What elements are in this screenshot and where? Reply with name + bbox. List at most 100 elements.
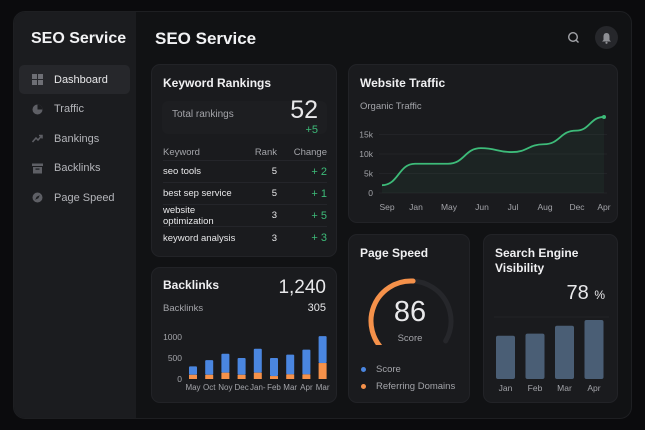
- x-tick-label: Jan: [409, 202, 423, 212]
- rank-cell: 5: [271, 188, 277, 199]
- keyword-rankings-card: Keyword Rankings Total rankings 52 +5 Ke…: [151, 64, 337, 257]
- y-tick-label: 1000: [163, 332, 182, 342]
- x-tick-label: Oct: [203, 383, 216, 392]
- area-fill: [382, 116, 604, 193]
- keyword-cell: seo tools: [163, 166, 202, 177]
- website-traffic-card: Website Traffic Organic Traffic 0 5k 10k 15…: [348, 64, 618, 223]
- y-tick-label: 5k: [364, 169, 374, 179]
- sidebar-nav: Dashboard Traffic Bankings Backlinks Pag…: [19, 65, 130, 213]
- visibility-value: 78 %: [567, 282, 605, 305]
- bar-segment-orange: [302, 374, 311, 379]
- rank-cell: 5: [271, 166, 277, 177]
- bar-segment-blue: [318, 336, 327, 364]
- visibility-bar: [525, 333, 545, 379]
- traffic-chart: 0 5k 10k 15k Sep Jan May Jun Jul Aug Dec Apr: [359, 114, 611, 212]
- sidebar-item-page-speed[interactable]: Page Speed: [19, 183, 130, 212]
- card-title: Backlinks: [163, 278, 220, 292]
- page-speed-card: Page Speed 86 Score Score Referring Doma…: [348, 234, 470, 403]
- sidebar-item-label: Bankings: [54, 132, 100, 145]
- legend-dot: [361, 384, 366, 389]
- sidebar-item-label: Traffic: [54, 103, 84, 116]
- y-tick-label: 0: [177, 374, 182, 384]
- legend-label: Referring Domains: [376, 381, 456, 392]
- card-title: Page Speed: [360, 246, 429, 260]
- y-tick-label: 500: [168, 353, 182, 363]
- x-tick-label: Jan: [499, 383, 513, 393]
- x-tick-label: May: [441, 202, 458, 212]
- visibility-number: 78: [566, 282, 589, 304]
- legend-label: Score: [376, 364, 401, 375]
- visibility-chart: Jan Feb Mar Apr: [494, 316, 609, 393]
- bar-segment-blue: [237, 358, 246, 375]
- sidebar-item-dashboard[interactable]: Dashboard: [19, 65, 130, 94]
- total-rankings-box: [162, 101, 327, 134]
- total-rankings-value: 52: [290, 96, 318, 124]
- x-tick-label: Feb: [267, 383, 281, 392]
- x-tick-label: Mar: [557, 383, 572, 393]
- sidebar-item-backlinks[interactable]: Backlinks: [19, 154, 130, 183]
- search-icon[interactable]: [567, 31, 581, 45]
- bar-segment-orange: [270, 376, 278, 379]
- visibility-unit: %: [594, 288, 605, 302]
- data-point: [602, 114, 606, 119]
- bar-segment-orange: [318, 363, 327, 379]
- page-speed-gauge: [368, 278, 454, 345]
- y-tick-label: 15k: [359, 130, 373, 140]
- visibility-bar: [584, 319, 604, 379]
- page-title: SEO Service: [155, 29, 257, 48]
- page-speed-score-label: Score: [397, 333, 423, 344]
- y-tick-label: 10k: [359, 149, 373, 159]
- change-cell: + 5: [311, 209, 327, 222]
- x-tick-label: Jun: [475, 202, 489, 212]
- keyword-cell: website optimization: [163, 204, 214, 227]
- pie-chart-icon: [32, 104, 43, 115]
- x-tick-label: Noy: [218, 383, 232, 392]
- backlinks-sub-value: 305: [307, 302, 326, 314]
- sidebar-item-label: Dashboard: [54, 73, 108, 86]
- sidebar-item-bankings[interactable]: Bankings: [19, 124, 130, 153]
- rank-cell: Rank: [254, 147, 277, 158]
- x-tick-label: Feb: [528, 383, 543, 393]
- legend-item-score: Score: [361, 364, 401, 375]
- change-cell: Change: [293, 147, 327, 158]
- x-tick-label: Mar: [316, 383, 330, 392]
- bar-segment-blue: [302, 349, 311, 375]
- bar-segment-orange: [221, 372, 230, 379]
- table-header: Keyword Rank Change: [163, 145, 327, 161]
- x-tick-label: Apr: [597, 202, 610, 212]
- x-tick-label: Aug: [537, 202, 552, 212]
- x-tick-label: Jan-: [250, 383, 266, 392]
- sidebar-item-traffic[interactable]: Traffic: [19, 95, 130, 124]
- x-tick-label: Mar: [283, 383, 297, 392]
- table-row: seo tools 5 + 2: [163, 161, 327, 183]
- bar-segment-blue: [221, 353, 230, 373]
- keyword-cell: keyword analysis: [163, 232, 236, 244]
- change-cell: + 1: [311, 187, 327, 200]
- sidebar-item-label: Page Speed: [54, 191, 115, 204]
- table-row: website optimization 3 + 5: [163, 205, 327, 227]
- visibility-bar: [496, 335, 515, 379]
- card-title: Keyword Rankings: [163, 76, 272, 90]
- rank-cell: 3: [271, 210, 277, 221]
- bar-segment-orange: [205, 374, 214, 379]
- traffic-line: [381, 116, 605, 187]
- x-tick-label: Jul: [508, 202, 519, 212]
- change-cell: + 2: [311, 165, 327, 178]
- bar-segment-orange: [286, 374, 295, 379]
- rank-cell: 3: [271, 232, 277, 244]
- bar-segment-blue: [270, 358, 278, 377]
- bar-segment-blue: [286, 354, 295, 375]
- x-tick-label: Dec: [234, 383, 248, 392]
- title-line: Visibility: [495, 261, 545, 275]
- visibility-bar: [555, 325, 574, 379]
- x-tick-label: Apr: [300, 383, 313, 392]
- table-row: keyword analysis 3 + 3: [163, 227, 327, 249]
- notifications-button[interactable]: [595, 26, 618, 49]
- keyword-cell: Keyword: [163, 147, 200, 158]
- page-speed-score: 86: [393, 296, 427, 328]
- bar-segment-orange: [237, 374, 246, 379]
- backlinks-total: 1,240: [278, 277, 326, 298]
- search-visibility-card: Search Engine Visibility 78 % Jan Feb Mar Ap…: [483, 234, 618, 403]
- traffic-subtitle: Organic Traffic: [360, 101, 422, 112]
